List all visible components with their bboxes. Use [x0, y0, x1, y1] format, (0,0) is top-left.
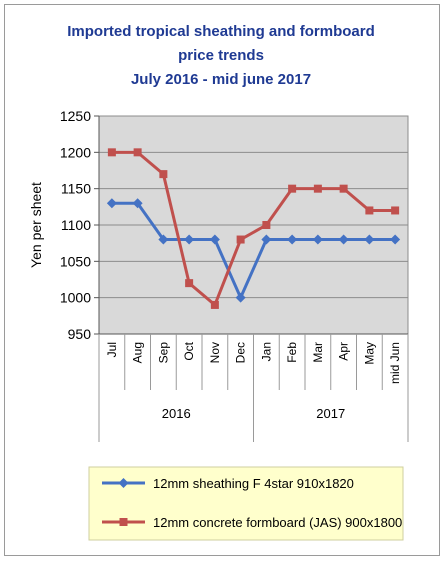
x-tick-label: Mar	[311, 342, 325, 363]
x-tick-label: Aug	[131, 342, 145, 363]
line-chart: Imported tropical sheathing and formboar…	[28, 23, 409, 541]
x-tick-label: May	[362, 342, 376, 365]
legend-box	[88, 466, 404, 541]
legend-label: 12mm sheathing F 4star 910x1820	[153, 476, 354, 491]
x-group-label: 2017	[316, 406, 345, 421]
data-point-square	[313, 184, 322, 193]
y-tick-label: 1150	[61, 181, 91, 197]
data-point-square	[159, 170, 168, 179]
y-tick-label: 1200	[60, 144, 91, 160]
series-1	[106, 198, 401, 303]
data-point-diamond	[132, 198, 143, 209]
data-point-square	[185, 279, 194, 288]
data-point-diamond	[390, 234, 401, 245]
data-point-square	[365, 206, 374, 215]
data-point-diamond	[364, 234, 375, 245]
data-point-diamond	[106, 198, 117, 209]
series-2	[107, 148, 400, 309]
legend-item-2: 12mm concrete formboard (JAS) 900x1800	[102, 515, 402, 530]
chart-frame: Imported tropical sheathing and formboar…	[4, 4, 440, 556]
legend-label: 12mm concrete formboard (JAS) 900x1800	[153, 515, 402, 530]
chart-title: Imported tropical sheathing and formboar…	[67, 23, 375, 88]
x-tick-label: Sep	[156, 342, 170, 364]
x-tick-label: Oct	[182, 341, 196, 360]
data-point-square	[262, 221, 271, 229]
data-point-diamond	[158, 234, 169, 245]
data-point-square	[288, 184, 297, 193]
chart-title-line-2: price trends	[178, 47, 264, 64]
data-point-diamond	[312, 234, 323, 245]
data-point-square	[236, 235, 245, 244]
y-tick-label: 1050	[60, 253, 91, 269]
data-point-diamond	[184, 234, 195, 245]
data-point-square	[339, 184, 348, 193]
data-point-square	[133, 148, 142, 157]
data-point-diamond	[235, 292, 246, 303]
y-tick-label: 1000	[60, 290, 91, 306]
chart-title-line-1: Imported tropical sheathing and formboar…	[67, 23, 375, 40]
x-tick-label: Dec	[234, 342, 248, 363]
series-layer	[106, 148, 401, 309]
x-group-label: 2016	[162, 406, 191, 421]
y-axis: 950 1000 1050 1100 1150 1200 1250	[60, 108, 100, 342]
data-point-square	[119, 518, 128, 526]
x-axis: Jul Aug Sep Oct Nov Dec Jan Feb Mar Apr May mid Jun…	[98, 333, 409, 442]
y-axis-label: Yen per sheet	[28, 182, 44, 268]
data-point-diamond	[209, 234, 220, 245]
data-point-diamond	[261, 234, 272, 245]
x-tick-label: Jan	[259, 342, 273, 361]
legend: 12mm sheathing F 4star 910x1820 12mm conc…	[88, 466, 404, 541]
y-tick-label: 1250	[60, 108, 91, 124]
x-tick-label: Jul	[105, 342, 119, 357]
x-tick-label: Nov	[208, 342, 222, 363]
x-tick-label: mid Jun	[388, 342, 402, 384]
data-point-square	[391, 206, 400, 215]
series-line	[111, 150, 396, 307]
y-tick-label: 950	[68, 326, 92, 342]
y-tick-label: 1100	[61, 217, 91, 233]
legend-item-1: 12mm sheathing F 4star 910x1820	[102, 476, 354, 491]
chart-title-line-3: July 2016 - mid june 2017	[131, 71, 311, 88]
x-tick-label: Feb	[285, 342, 299, 363]
data-point-square	[107, 148, 116, 157]
data-point-square	[210, 300, 219, 309]
data-point-diamond	[118, 478, 129, 488]
data-point-diamond	[338, 234, 349, 245]
data-point-diamond	[287, 234, 298, 245]
x-tick-label: Apr	[337, 342, 351, 361]
